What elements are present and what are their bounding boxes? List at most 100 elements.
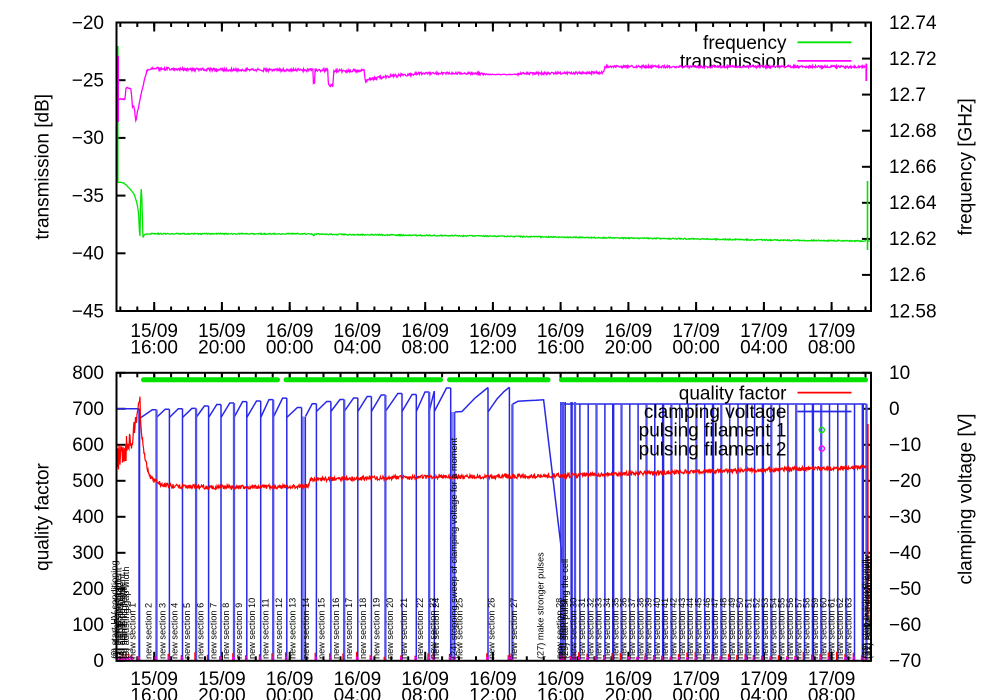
svg-text:20:00: 20:00 <box>605 338 653 359</box>
svg-text:(5) filament growth: (5) filament growth <box>119 583 129 659</box>
svg-text:12.74: 12.74 <box>889 13 937 34</box>
svg-text:16:00: 16:00 <box>537 686 585 700</box>
svg-text:15/09: 15/09 <box>130 669 178 690</box>
svg-text:300: 300 <box>72 543 104 564</box>
svg-text:12.62: 12.62 <box>889 229 937 250</box>
svg-text:quality factor: quality factor <box>33 462 54 570</box>
svg-text:20:00: 20:00 <box>198 338 246 359</box>
svg-text:new section 56: new section 56 <box>785 598 795 659</box>
svg-text:00:00: 00:00 <box>266 338 314 359</box>
svg-text:17/09: 17/09 <box>740 321 788 342</box>
svg-text:new section 20: new section 20 <box>385 598 395 659</box>
svg-text:16/09: 16/09 <box>334 321 382 342</box>
svg-text:−35: −35 <box>72 186 104 207</box>
svg-text:−45: −45 <box>72 301 104 322</box>
svg-text:new section 54: new section 54 <box>768 598 778 659</box>
svg-text:new section 32: new section 32 <box>585 598 595 659</box>
svg-text:17/09: 17/09 <box>808 669 856 690</box>
svg-text:frequency [GHz]: frequency [GHz] <box>956 98 977 235</box>
svg-text:new section 63: new section 63 <box>843 598 853 659</box>
svg-text:new section 50: new section 50 <box>735 598 745 659</box>
svg-text:(32) end of measurement: (32) end of measurement <box>863 555 873 659</box>
svg-text:20:00: 20:00 <box>605 686 653 700</box>
svg-text:new section 61: new section 61 <box>827 598 837 659</box>
svg-text:new section 15: new section 15 <box>316 598 326 659</box>
svg-text:new section 47: new section 47 <box>710 598 720 659</box>
svg-text:clamping voltage [V]: clamping voltage [V] <box>956 413 977 584</box>
svg-text:08:00: 08:00 <box>401 686 449 700</box>
svg-text:new section 60: new section 60 <box>818 598 828 659</box>
svg-text:new section 17: new section 17 <box>344 598 354 659</box>
svg-text:new section 35: new section 35 <box>610 598 620 659</box>
svg-text:(4) adjusting filament: (4) adjusting filament <box>117 573 127 659</box>
svg-text:new section 2: new section 2 <box>143 603 153 659</box>
svg-text:new section 9: new section 9 <box>234 603 244 659</box>
svg-text:quality factor: quality factor <box>679 383 787 404</box>
svg-text:new section 38: new section 38 <box>635 598 645 659</box>
svg-text:−30: −30 <box>889 507 921 528</box>
svg-text:frequency: frequency <box>703 33 787 54</box>
svg-text:new section 28: new section 28 <box>555 598 565 659</box>
svg-text:08:00: 08:00 <box>401 338 449 359</box>
svg-text:−20: −20 <box>889 471 921 492</box>
svg-text:10: 10 <box>889 363 910 384</box>
svg-text:400: 400 <box>72 507 104 528</box>
svg-text:16/09: 16/09 <box>266 321 314 342</box>
svg-text:clamping voltage: clamping voltage <box>644 402 787 423</box>
svg-text:12.58: 12.58 <box>889 301 937 322</box>
svg-text:(0) start HV conditioning: (0) start HV conditioning <box>110 560 120 659</box>
svg-text:new section 16: new section 16 <box>331 598 341 659</box>
svg-text:16/09: 16/09 <box>401 321 449 342</box>
svg-text:−30: −30 <box>72 128 104 149</box>
svg-text:new section 23: new section 23 <box>428 598 438 659</box>
svg-text:new section 46: new section 46 <box>702 598 712 659</box>
svg-text:transmission [dB]: transmission [dB] <box>33 94 54 240</box>
svg-text:16/09: 16/09 <box>537 321 585 342</box>
svg-text:new section 48: new section 48 <box>719 598 729 659</box>
svg-text:16/09: 16/09 <box>537 669 585 690</box>
svg-text:12:00: 12:00 <box>469 686 517 700</box>
svg-text:new section 5: new section 5 <box>182 603 192 659</box>
svg-text:new section 12: new section 12 <box>274 598 284 659</box>
svg-text:(30) stop pulsing the cell: (30) stop pulsing the cell <box>861 559 871 659</box>
svg-text:0: 0 <box>93 651 104 672</box>
svg-text:(29) start pulsing the cell: (29) start pulsing the cell <box>560 559 570 659</box>
svg-text:12.66: 12.66 <box>889 157 937 178</box>
svg-text:00:00: 00:00 <box>672 338 720 359</box>
svg-text:new section 21: new section 21 <box>399 598 409 659</box>
svg-text:new section 39: new section 39 <box>644 598 654 659</box>
svg-text:12.6: 12.6 <box>889 265 926 286</box>
svg-text:(31) ramping down slowly: (31) ramping down slowly <box>862 554 872 659</box>
svg-text:new section 37: new section 37 <box>627 598 637 659</box>
svg-text:new section 26: new section 26 <box>486 598 496 659</box>
svg-text:new section 31: new section 31 <box>577 598 587 659</box>
svg-text:(2) increasing gradient: (2) increasing gradient <box>113 567 123 659</box>
svg-text:new section 44: new section 44 <box>685 598 695 659</box>
svg-text:new section 14: new section 14 <box>301 598 311 659</box>
svg-text:new section 33: new section 33 <box>594 598 604 659</box>
svg-text:new section 7: new section 7 <box>208 603 218 659</box>
svg-text:15/09: 15/09 <box>198 321 246 342</box>
svg-text:new section 30: new section 30 <box>569 598 579 659</box>
svg-text:new section 19: new section 19 <box>372 598 382 659</box>
svg-text:17/09: 17/09 <box>672 321 720 342</box>
svg-text:new section 53: new section 53 <box>760 598 770 659</box>
svg-text:new section 13: new section 13 <box>288 598 298 659</box>
svg-text:08:00: 08:00 <box>808 686 856 700</box>
svg-text:12:00: 12:00 <box>469 338 517 359</box>
svg-text:16/09: 16/09 <box>469 669 517 690</box>
svg-text:new section 8: new section 8 <box>221 603 231 659</box>
svg-text:17/09: 17/09 <box>740 669 788 690</box>
svg-text:new section 24: new section 24 <box>431 598 441 659</box>
svg-text:(3) stable running: (3) stable running <box>115 588 125 660</box>
svg-text:new section 62: new section 62 <box>835 598 845 659</box>
svg-text:12.68: 12.68 <box>889 121 937 142</box>
svg-text:16/09: 16/09 <box>401 669 449 690</box>
svg-text:15/09: 15/09 <box>198 669 246 690</box>
svg-text:new section 40: new section 40 <box>652 598 662 659</box>
svg-text:new section 42: new section 42 <box>669 598 679 659</box>
svg-text:−10: −10 <box>889 435 921 456</box>
svg-text:−50: −50 <box>889 579 921 600</box>
svg-text:00:00: 00:00 <box>672 686 720 700</box>
svg-text:new section 6: new section 6 <box>196 603 206 659</box>
